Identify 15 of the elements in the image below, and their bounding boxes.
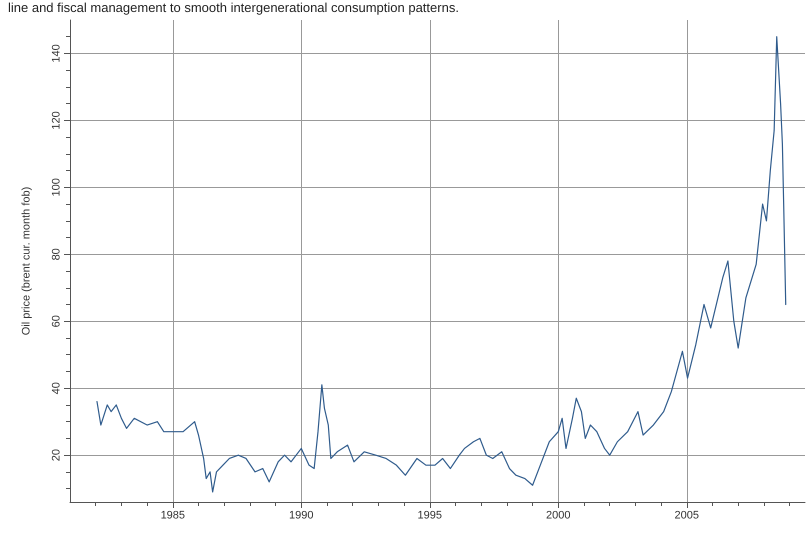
y-tick-label: 140 — [50, 44, 62, 63]
y-tick-label: 20 — [50, 449, 62, 462]
y-tick-label: 100 — [50, 178, 62, 197]
x-tick-label: 1985 — [160, 510, 186, 522]
y-tick-label: 80 — [50, 248, 62, 260]
y-axis-title: Oil price (brent cur. month fob) — [20, 186, 32, 336]
y-tick-label: 120 — [50, 111, 62, 130]
y-tick-label: 60 — [50, 315, 62, 328]
text: line and fiscal management to smooth intergenerational consumption patterns. — [8, 0, 459, 15]
x-tick-label: 2000 — [546, 510, 571, 522]
y-tick-label: 40 — [50, 382, 62, 394]
x-tick-label: 1990 — [289, 510, 314, 522]
line-series — [96, 36, 786, 493]
x-tick-label: 1995 — [418, 510, 442, 522]
x-tick-label: 2005 — [674, 510, 700, 522]
